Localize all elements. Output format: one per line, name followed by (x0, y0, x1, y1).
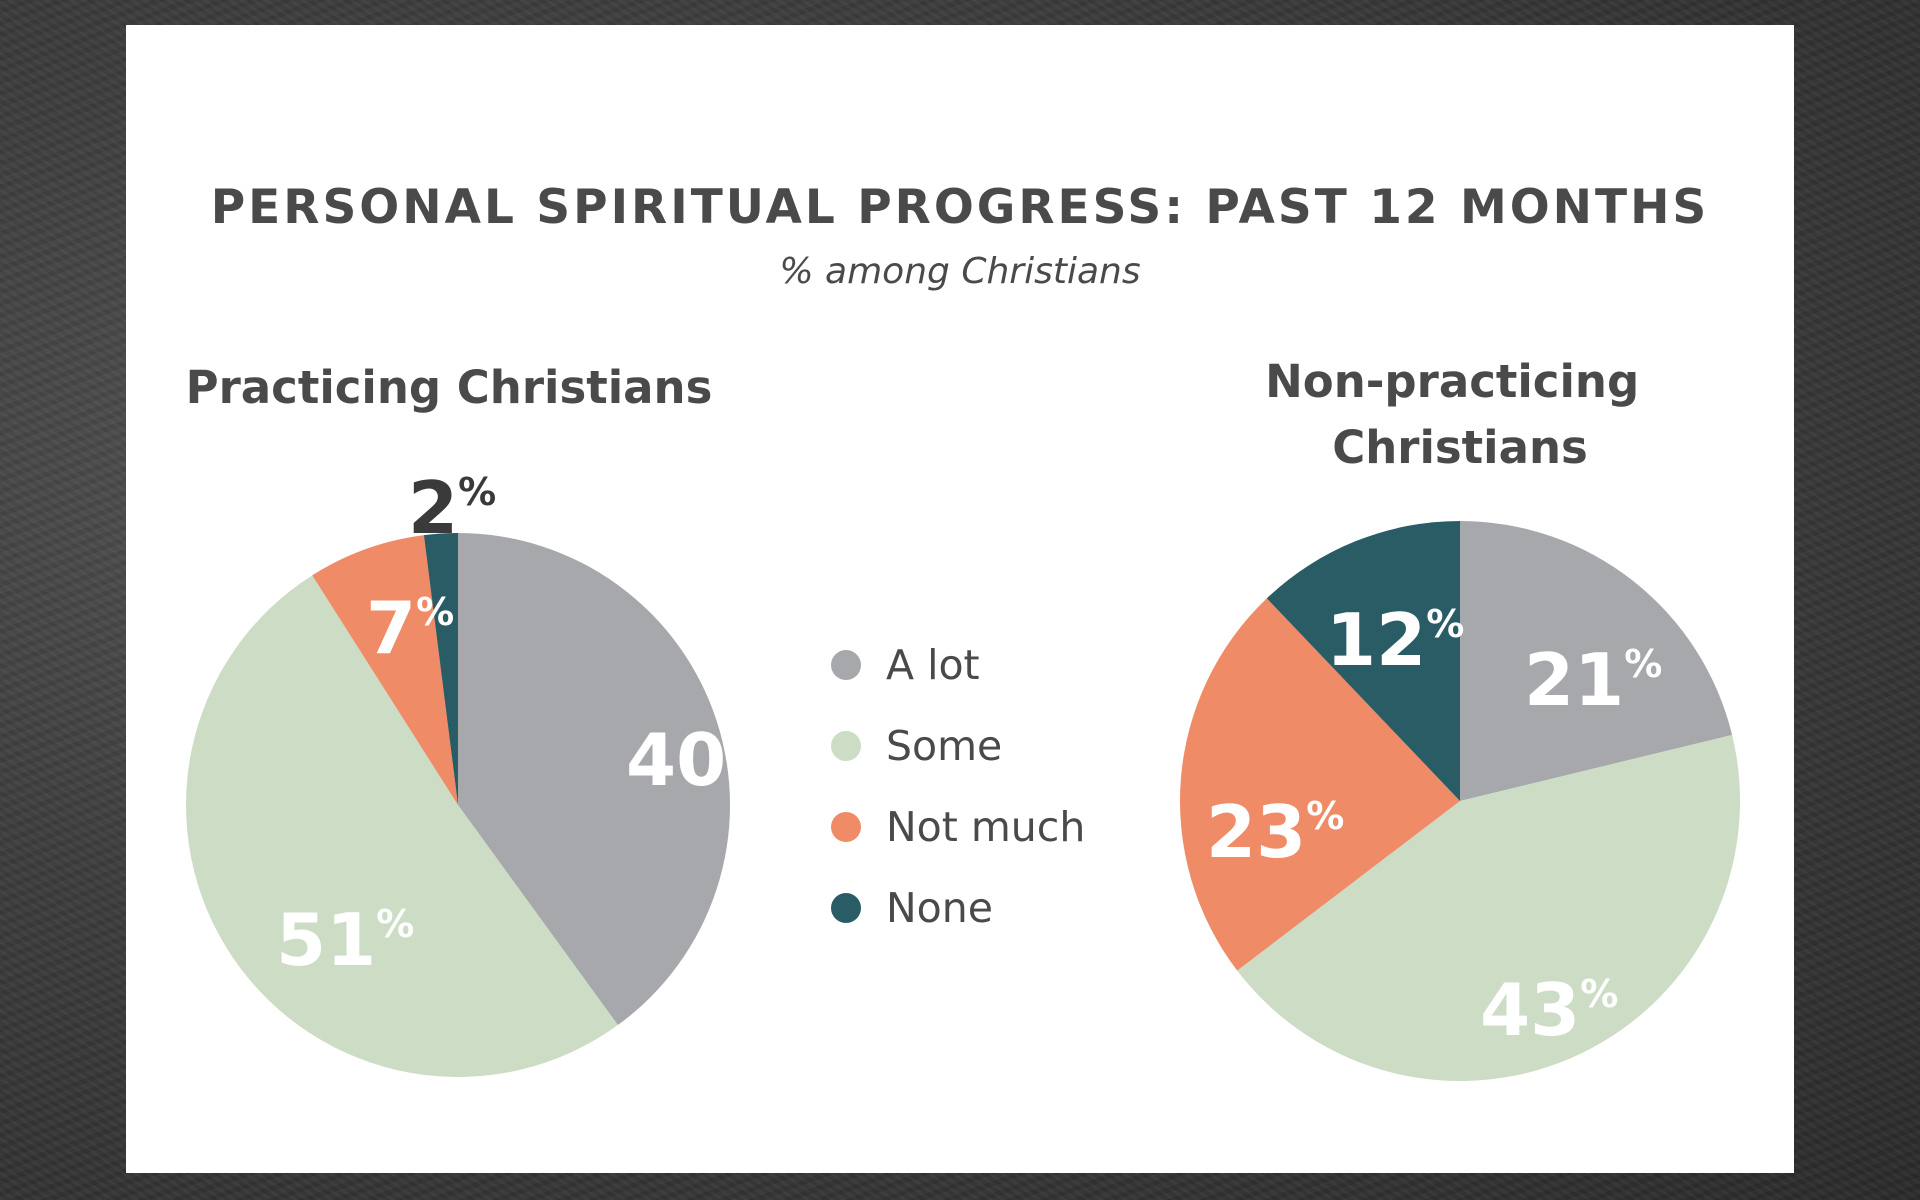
pie-slice-practicing-none (423, 533, 458, 805)
legend-swatch-not-much (831, 812, 861, 842)
pie-label-practicing-a-lot: 40% (626, 718, 764, 802)
pie-label-non-practicing-a-lot: 21% (1524, 638, 1662, 722)
pie-title-non-practicing: Non-practicing Christians (1265, 355, 1655, 474)
pie-slice-practicing-a-lot (458, 533, 730, 1026)
pie-slice-non-practicing-none (1266, 521, 1460, 801)
pie-non-practicing: 21% 43% 23% 12% (1180, 521, 1741, 1081)
pie-slice-non-practicing-a-lot (1460, 521, 1733, 801)
pie-label-non-practicing-some: 43% (1480, 968, 1618, 1052)
chart-title: PERSONAL SPIRITUAL PROGRESS: PAST 12 MON… (211, 180, 1710, 235)
pie-slice-practicing-not-much (312, 535, 458, 805)
legend-swatch-a-lot (831, 650, 861, 680)
legend-swatch-none (831, 893, 861, 923)
pie-slice-non-practicing-not-much (1180, 598, 1460, 971)
legend-label-none: None (886, 884, 993, 932)
legend-label-not-much: Not much (886, 803, 1085, 851)
pie-practicing: 40% 51% 7% 2% (185, 466, 764, 1078)
pie-label-non-practicing-not-much: 23% (1206, 790, 1344, 874)
chart-svg: PERSONAL SPIRITUAL PROGRESS: PAST 12 MON… (185, 180, 1741, 1081)
pie-label-practicing-some: 51% (276, 898, 414, 982)
pie-title-non-practicing-line-1: Non-practicing (1265, 355, 1639, 408)
pie-label-non-practicing-none: 12% (1326, 598, 1464, 682)
pie-label-practicing-none: 2% (408, 466, 496, 550)
legend-swatch-some (831, 731, 861, 761)
pie-title-non-practicing-line-2: Christians (1332, 421, 1588, 474)
legend: A lot Some Not much None (831, 641, 1085, 932)
pie-slice-practicing-some (185, 575, 618, 1078)
legend-label-some: Some (886, 722, 1002, 770)
pie-title-practicing: Practicing Christians (186, 361, 713, 414)
legend-label-a-lot: A lot (886, 641, 980, 689)
chart-card: PERSONAL SPIRITUAL PROGRESS: PAST 12 MON… (126, 25, 1794, 1173)
pie-label-practicing-not-much: 7% (366, 586, 454, 670)
pie-slice-non-practicing-some (1237, 734, 1741, 1081)
chart-subtitle: % among Christians (779, 251, 1140, 292)
